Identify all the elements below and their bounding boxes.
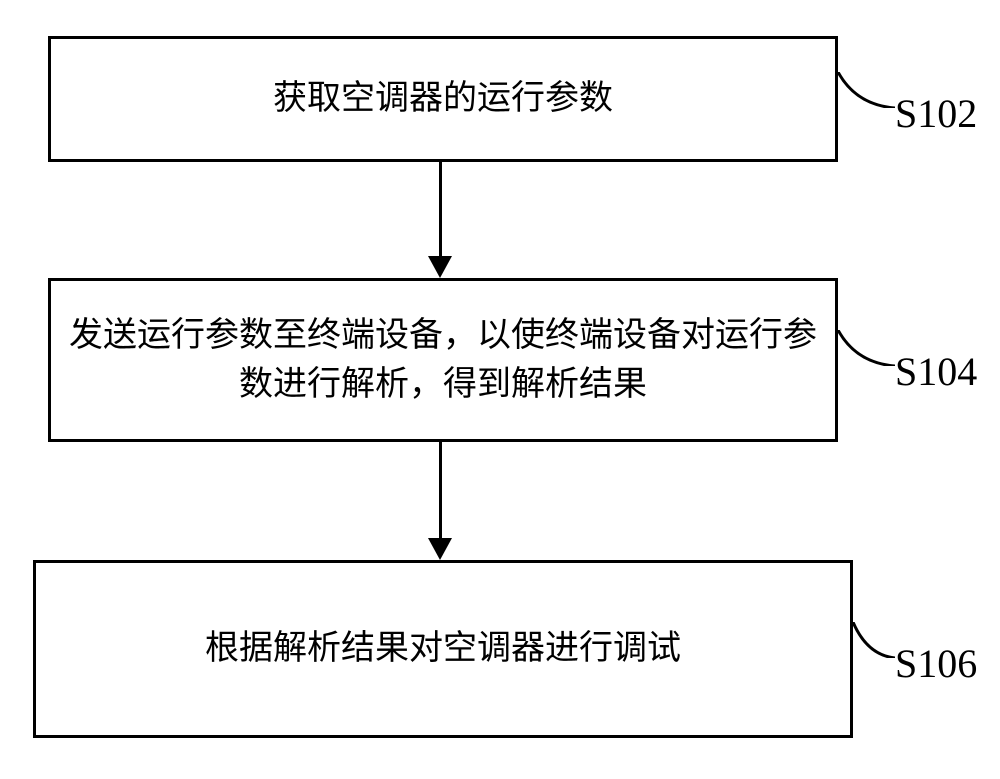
label-connector-s106 bbox=[853, 622, 895, 658]
flow-arrow-head bbox=[428, 256, 452, 278]
flow-step-s106: 根据解析结果对空调器进行调试 bbox=[33, 560, 853, 738]
label-connector-s104 bbox=[838, 330, 895, 366]
flow-step-text: 根据解析结果对空调器进行调试 bbox=[205, 624, 681, 673]
label-connector-s102 bbox=[838, 72, 895, 108]
flow-step-text: 获取空调器的运行参数 bbox=[273, 74, 613, 123]
flow-step-text: 发送运行参数至终端设备，以使终端设备对运行参数进行解析，得到解析结果 bbox=[69, 311, 817, 410]
step-label-s102: S102 bbox=[895, 90, 977, 137]
flow-arrow-line bbox=[439, 162, 442, 258]
step-label-s104: S104 bbox=[895, 348, 977, 395]
flow-arrow-head bbox=[428, 538, 452, 560]
flow-step-s102: 获取空调器的运行参数 bbox=[48, 36, 838, 162]
flow-arrow-line bbox=[439, 442, 442, 540]
step-label-s106: S106 bbox=[895, 640, 977, 687]
flow-step-s104: 发送运行参数至终端设备，以使终端设备对运行参数进行解析，得到解析结果 bbox=[48, 278, 838, 442]
